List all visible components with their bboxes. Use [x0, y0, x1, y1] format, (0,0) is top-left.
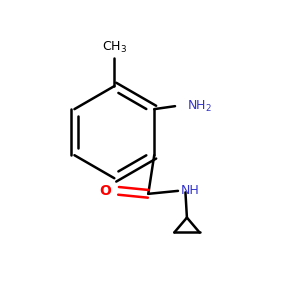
Text: O: O: [99, 184, 111, 198]
Text: CH$_3$: CH$_3$: [102, 40, 127, 56]
Text: NH: NH: [181, 184, 200, 197]
Text: NH$_2$: NH$_2$: [187, 99, 212, 114]
